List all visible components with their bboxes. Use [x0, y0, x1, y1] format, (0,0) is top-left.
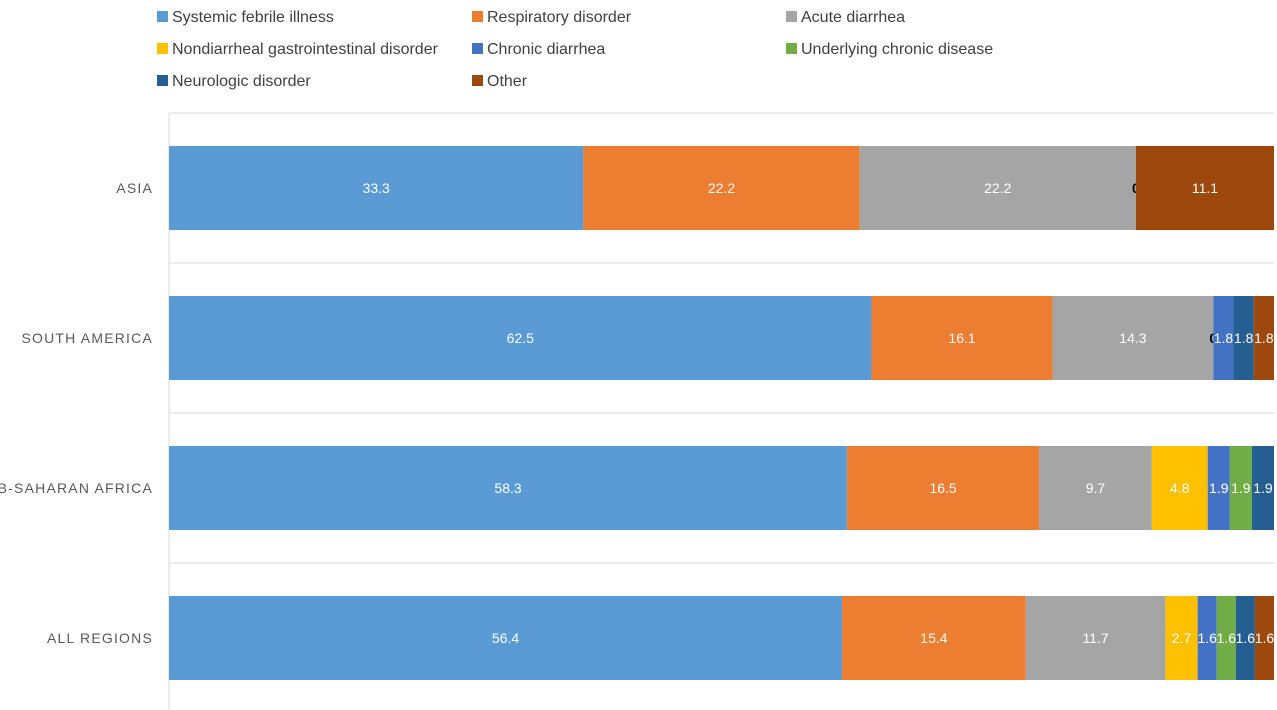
legend-swatch-nondiarrheal-gastrointestinal-disorder [157, 43, 168, 54]
legend-swatch-systemic-febrile-illness [157, 11, 168, 22]
bar-all-regions-acute-diarrhea [1025, 596, 1166, 680]
bar-south-america-chronic-diarrhea [1213, 296, 1234, 380]
bar-sub-saharan-africa-neurologic-disorder [1251, 446, 1274, 530]
bar-all-regions-nondiarrheal-gastrointestinal-disorder [1165, 596, 1198, 680]
data-label-south-america-acute-diarrhea: 14.3 [1119, 330, 1146, 346]
legend-label-other: Other [487, 73, 528, 90]
bar-asia-systemic-febrile-illness [169, 146, 584, 230]
bar-all-regions-respiratory-disorder [842, 596, 1026, 680]
data-label-south-america-other: 1.8 [1254, 330, 1274, 346]
data-label-sub-saharan-africa-chronic-diarrhea: 1.9 [1209, 480, 1229, 496]
bar-all-regions-other [1254, 596, 1274, 680]
legend-label-nondiarrheal-gastrointestinal-disorder: Nondiarrheal gastrointestinal disorder [172, 41, 439, 58]
legend-swatch-acute-diarrhea [786, 11, 797, 22]
data-label-south-america-respiratory-disorder: 16.1 [948, 330, 975, 346]
data-label-all-regions-other: 1.6 [1255, 630, 1275, 646]
data-label-asia-other: 11.1 [1192, 180, 1218, 196]
bar-south-america-respiratory-disorder [871, 296, 1053, 380]
legend-label-respiratory-disorder: Respiratory disorder [487, 9, 632, 26]
category-label-asia: ASIA [116, 180, 153, 196]
category-label-sub-saharan-africa: SUB-SAHARAN AFRICA [0, 480, 153, 496]
legend-swatch-chronic-diarrhea [472, 43, 483, 54]
legend-label-systemic-febrile-illness: Systemic febrile illness [172, 9, 334, 26]
legend-label-neurologic-disorder: Neurologic disorder [172, 73, 311, 90]
bar-asia-acute-diarrhea [859, 146, 1136, 230]
bar-all-regions-systemic-febrile-illness [169, 596, 843, 680]
data-label-asia-acute-diarrhea: 22.2 [984, 180, 1011, 196]
data-label-all-regions-acute-diarrhea: 11.7 [1082, 630, 1108, 646]
legend-swatch-respiratory-disorder [472, 11, 483, 22]
data-label-sub-saharan-africa-nondiarrheal-gastrointestinal-disorder: 4.8 [1170, 480, 1190, 496]
data-label-all-regions-respiratory-disorder: 15.4 [920, 630, 947, 646]
data-label-asia-systemic-febrile-illness: 33.3 [363, 180, 390, 196]
bar-sub-saharan-africa-chronic-diarrhea [1207, 446, 1230, 530]
legend: Systemic febrile illness Respiratory diso… [157, 9, 993, 90]
bar-sub-saharan-africa-respiratory-disorder [847, 446, 1040, 530]
bar-sub-saharan-africa-acute-diarrhea [1039, 446, 1152, 530]
bar-south-america-neurologic-disorder [1233, 296, 1254, 380]
bar-all-regions-neurologic-disorder [1235, 596, 1255, 680]
data-label-all-regions-underlying-chronic-disease: 1.6 [1217, 630, 1237, 646]
bar-asia-other [1135, 146, 1274, 230]
data-label-sub-saharan-africa-respiratory-disorder: 16.5 [929, 480, 956, 496]
data-label-sub-saharan-africa-neurologic-disorder: 1.9 [1253, 480, 1273, 496]
data-label-asia-respiratory-disorder: 22.2 [708, 180, 735, 196]
legend-label-underlying-chronic-disease: Underlying chronic disease [801, 41, 993, 58]
bar-all-regions-chronic-diarrhea [1197, 596, 1217, 680]
legend-swatch-other [472, 75, 483, 86]
data-label-sub-saharan-africa-acute-diarrhea: 9.7 [1086, 480, 1106, 496]
legend-label-chronic-diarrhea: Chronic diarrhea [487, 41, 605, 58]
category-label-south-america: SOUTH AMERICA [21, 330, 153, 346]
data-label-south-america-systemic-febrile-illness: 62.5 [507, 330, 534, 346]
bar-south-america-other [1253, 296, 1274, 380]
bar-south-america-systemic-febrile-illness [169, 296, 872, 380]
data-label-sub-saharan-africa-underlying-chronic-disease: 1.9 [1231, 480, 1251, 496]
data-label-all-regions-systemic-febrile-illness: 56.4 [492, 630, 519, 646]
legend-swatch-neurologic-disorder [157, 75, 168, 86]
data-label-sub-saharan-africa-systemic-febrile-illness: 58.3 [494, 480, 521, 496]
bar-asia-respiratory-disorder [583, 146, 860, 230]
bar-sub-saharan-africa-underlying-chronic-disease [1229, 446, 1252, 530]
legend-label-acute-diarrhea: Acute diarrhea [801, 9, 905, 26]
bar-all-regions-underlying-chronic-disease [1216, 596, 1236, 680]
data-label-all-regions-chronic-diarrhea: 1.6 [1197, 630, 1217, 646]
data-label-south-america-neurologic-disorder: 1.8 [1234, 330, 1254, 346]
bar-south-america-acute-diarrhea [1052, 296, 1214, 380]
bar-sub-saharan-africa-nondiarrheal-gastrointestinal-disorder [1151, 446, 1208, 530]
data-label-south-america-chronic-diarrhea: 1.8 [1214, 330, 1234, 346]
legend-swatch-underlying-chronic-disease [786, 43, 797, 54]
data-label-all-regions-neurologic-disorder: 1.6 [1236, 630, 1256, 646]
category-label-all-regions: ALL REGIONS [47, 630, 153, 646]
data-label-all-regions-nondiarrheal-gastrointestinal-disorder: 2.7 [1172, 630, 1192, 646]
bar-sub-saharan-africa-systemic-febrile-illness [169, 446, 848, 530]
